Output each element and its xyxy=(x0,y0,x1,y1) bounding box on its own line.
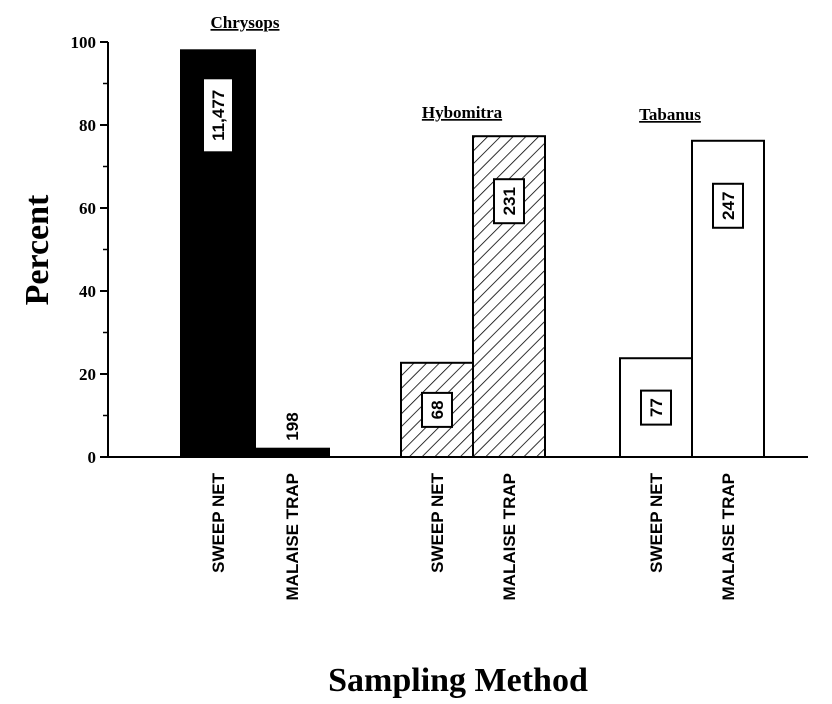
count-label-box xyxy=(493,178,525,225)
bar-chrysops-malaise-trap xyxy=(254,447,330,459)
y-axis-title: Percent xyxy=(19,194,56,305)
y-tick-label: 80 xyxy=(79,116,96,135)
group-label: Tabanus xyxy=(639,105,701,124)
count-label: 68 xyxy=(428,400,447,419)
y-tick-label: 100 xyxy=(71,33,97,52)
category-label: SWEEP NET xyxy=(209,472,228,572)
category-label: MALAISE TRAP xyxy=(719,473,738,601)
category-label: SWEEP NET xyxy=(428,472,447,572)
y-tick-label: 60 xyxy=(79,199,96,218)
count-label-box xyxy=(640,389,672,426)
category-label: MALAISE TRAP xyxy=(283,473,302,601)
count-label-box xyxy=(421,391,453,428)
group-label: Chrysops xyxy=(211,13,280,32)
labels: 11,477 SWEEP NET 198 MALAISE TRAP Chrysops 68… xyxy=(202,13,744,601)
count-label: 77 xyxy=(647,398,666,417)
count-label: 11,477 xyxy=(209,90,228,141)
count-label: 247 xyxy=(719,192,738,220)
category-label: MALAISE TRAP xyxy=(500,473,519,601)
y-tick-label: 0 xyxy=(88,448,97,467)
group-label: Hybomitra xyxy=(422,103,503,122)
y-tick-label: 20 xyxy=(79,365,96,384)
x-axis-title: Sampling Method xyxy=(328,662,588,699)
count-label: 231 xyxy=(500,187,519,215)
y-tick-label: 40 xyxy=(79,282,96,301)
count-label-box xyxy=(712,182,744,229)
category-label: SWEEP NET xyxy=(647,472,666,572)
count-label-box xyxy=(202,77,234,154)
count-label: 198 xyxy=(283,412,302,440)
